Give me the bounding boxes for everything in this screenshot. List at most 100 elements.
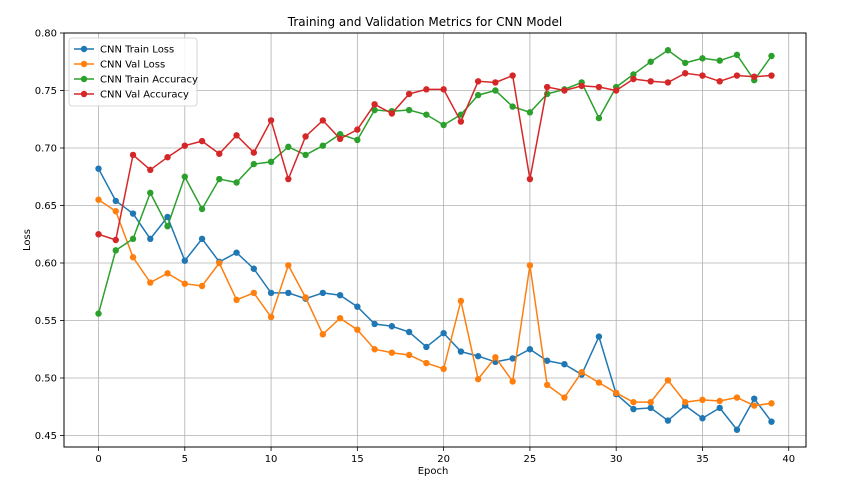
data-point (388, 349, 396, 356)
data-point (233, 249, 240, 256)
data-point (112, 197, 119, 205)
data-point (578, 369, 585, 376)
y-tick-label: 0.45 (35, 431, 57, 442)
data-point (768, 418, 775, 425)
data-point (440, 86, 447, 93)
data-point (440, 365, 447, 372)
data-point (612, 389, 620, 397)
plot-frame (63, 32, 807, 448)
data-point (440, 329, 447, 337)
data-point (319, 117, 327, 124)
data-point (198, 235, 206, 243)
data-point (198, 137, 206, 145)
data-point (354, 326, 361, 333)
series-cnn-val-accuracy (95, 70, 775, 244)
data-point (733, 51, 741, 59)
data-point (164, 223, 171, 230)
data-point (112, 247, 119, 254)
data-point (474, 352, 482, 360)
data-point (768, 400, 775, 407)
data-point (699, 415, 706, 422)
x-tick-label: 30 (610, 454, 623, 465)
data-point (751, 402, 758, 409)
data-point (164, 270, 171, 277)
data-point (509, 72, 516, 79)
data-point (733, 426, 741, 433)
data-point (405, 106, 413, 114)
data-point (699, 72, 706, 79)
x-tick-label: 20 (437, 454, 450, 465)
data-point (129, 235, 137, 243)
data-point (457, 348, 465, 355)
series-layer (95, 47, 775, 433)
data-point (302, 151, 309, 159)
series-cnn-train-accuracy (95, 47, 775, 317)
data-point (595, 379, 603, 386)
data-point (682, 70, 689, 77)
data-point (319, 331, 327, 338)
legend-swatch-marker (80, 90, 88, 98)
data-point (682, 59, 689, 67)
y-tick-label: 0.70 (35, 144, 57, 155)
x-tick-label: 5 (182, 454, 188, 465)
legend-item-cnn-val-loss: CNN Val Loss (74, 60, 165, 71)
data-point (181, 173, 188, 180)
data-point (716, 397, 723, 405)
data-point (423, 343, 430, 351)
y-tick-label: 0.80 (35, 29, 57, 40)
y-tick-label: 0.65 (35, 201, 57, 212)
data-point (526, 175, 534, 183)
data-point (457, 297, 465, 305)
data-point (181, 257, 188, 264)
data-point (233, 132, 240, 139)
data-point (147, 279, 154, 286)
data-point (388, 323, 396, 330)
legend-swatch-marker (80, 75, 88, 83)
data-point (543, 357, 551, 364)
data-point (285, 143, 292, 151)
data-point (492, 87, 499, 94)
x-tick-label: 25 (524, 454, 537, 465)
data-point (716, 57, 723, 64)
data-point (509, 103, 516, 110)
data-point (336, 315, 344, 322)
data-point (647, 398, 654, 406)
data-point (716, 78, 723, 85)
data-point (664, 417, 672, 424)
data-point (267, 158, 275, 165)
data-point (526, 346, 534, 353)
data-point (95, 196, 102, 203)
data-point (751, 73, 758, 80)
data-point (630, 405, 637, 413)
data-point (561, 394, 568, 401)
x-tick-label: 40 (782, 454, 795, 465)
data-point (250, 149, 258, 156)
data-point (664, 79, 672, 86)
data-point (699, 396, 706, 404)
data-point (336, 292, 344, 299)
data-point (319, 289, 327, 297)
chart-title: Training and Validation Metrics for CNN … (287, 15, 563, 29)
data-point (405, 90, 413, 98)
data-point (474, 375, 482, 383)
series-line (98, 199, 772, 407)
data-point (181, 142, 188, 149)
data-point (354, 136, 361, 144)
legend-item-cnn-val-accuracy: CNN Val Accuracy (74, 90, 189, 101)
legend-swatch-marker (80, 60, 88, 68)
data-point (630, 75, 637, 83)
data-point (336, 135, 344, 142)
data-point (164, 154, 171, 161)
data-point (526, 262, 534, 269)
data-point (285, 262, 292, 269)
data-point (147, 189, 154, 197)
data-point (198, 282, 206, 290)
data-point (216, 175, 223, 183)
data-point (319, 142, 327, 149)
data-point (233, 296, 240, 303)
data-point (112, 208, 119, 215)
series-line (97, 49, 773, 314)
data-point (682, 398, 689, 406)
data-point (285, 289, 292, 297)
data-point (509, 378, 516, 385)
